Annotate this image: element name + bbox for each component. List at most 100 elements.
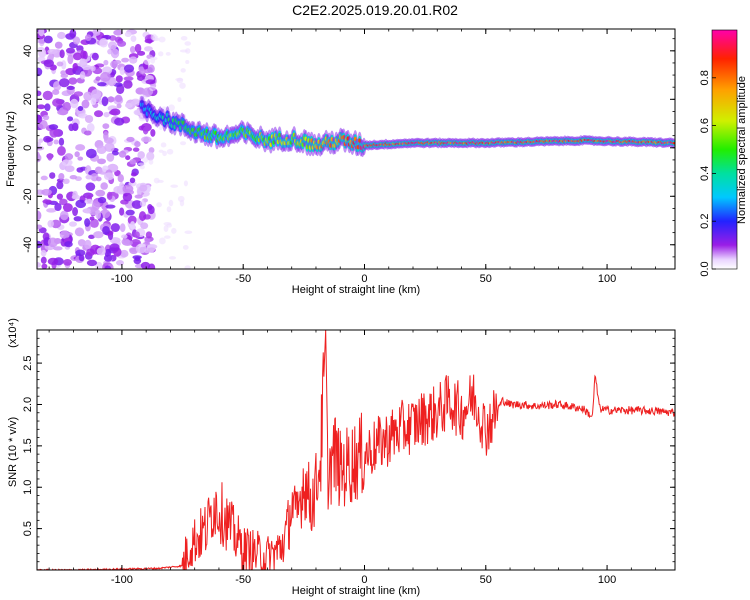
noise-blob [122, 192, 133, 202]
noise-blob [140, 261, 151, 269]
noise-blob [163, 225, 169, 233]
x-tick-label: 100 [598, 574, 616, 586]
x-tick-label: -100 [111, 574, 133, 586]
noise-blob [108, 41, 117, 50]
noise-blob [104, 265, 112, 269]
noise-blob [179, 82, 186, 89]
noise-blob [138, 211, 147, 221]
colorbar-tick-label: 0.2 [699, 214, 711, 229]
noise-blob [47, 153, 53, 161]
noise-blob [76, 167, 84, 173]
noise-blob [76, 45, 84, 52]
spectrogram-x-axis-label: Height of straight line (km) [292, 284, 420, 296]
noise-blob [138, 243, 146, 248]
noise-blob [125, 155, 131, 161]
noise-blob [109, 243, 120, 252]
noise-blob [179, 199, 185, 207]
noise-blob [142, 126, 149, 135]
noise-blob [179, 49, 188, 53]
noise-blob [40, 256, 47, 264]
noise-blob [48, 124, 59, 130]
noise-blob [105, 204, 116, 209]
noise-blob [59, 49, 65, 59]
y-tick-label: -40 [22, 237, 34, 253]
snr-panel: -100 -50 0 50 100 0.5 1.0 1.5 2.0 2.5 Height of … [7, 318, 676, 597]
spectrogram-frame [36, 28, 676, 270]
noise-blob [59, 198, 68, 206]
noise-blob [138, 68, 147, 75]
noise-blob [62, 203, 73, 212]
noise-blob [119, 207, 125, 216]
noise-blob [116, 103, 122, 109]
noise-blob [43, 35, 53, 44]
noise-blob [129, 158, 137, 165]
noise-blob [74, 227, 85, 237]
colorbar-ticks: 0.0 0.2 0.4 0.6 0.8 [699, 70, 716, 277]
noise-blob [78, 254, 85, 262]
noise-blob [37, 104, 46, 110]
noise-blob [168, 199, 174, 207]
noise-blob [56, 181, 64, 190]
noise-blob [84, 218, 91, 227]
noise-blob [38, 39, 46, 44]
noise-blob [137, 162, 146, 166]
noise-blob [104, 137, 114, 144]
x-tick-label: 0 [361, 574, 367, 586]
noise-blob [130, 35, 137, 43]
noise-blob [37, 141, 41, 147]
noise-blob [129, 177, 136, 184]
noise-blob [149, 86, 156, 92]
noise-blob [144, 237, 151, 244]
noise-blob [70, 98, 79, 109]
noise-blob [72, 63, 78, 71]
noise-blob [74, 151, 80, 158]
noise-blob [57, 31, 66, 40]
noise-blob [86, 259, 98, 267]
noise-blob [140, 222, 149, 230]
noise-blob [117, 40, 127, 47]
noise-blob [37, 114, 43, 124]
snr-y-multiplier: (x10⁴) [7, 318, 19, 348]
noise-blob [66, 85, 75, 90]
noise-blob [95, 189, 106, 197]
noise-blob [44, 103, 51, 112]
noise-blob [113, 29, 123, 36]
noise-blob [118, 150, 127, 158]
noise-blob [37, 224, 43, 230]
noise-blob [134, 194, 143, 199]
noise-blob [110, 223, 121, 233]
y-tick-label: 40 [22, 45, 34, 57]
noise-blob [47, 237, 59, 248]
noise-blob [168, 104, 175, 112]
noise-blob [42, 90, 53, 101]
colorbar-tick-label: 0.6 [699, 118, 711, 133]
snr-y-ticks: 0.5 1.0 1.5 2.0 2.5 [22, 337, 675, 563]
y-tick-label: 1.5 [22, 438, 34, 453]
y-tick-label: 0.5 [22, 521, 34, 536]
noise-blob [119, 66, 126, 76]
noise-blob [117, 174, 124, 183]
noise-blob [170, 184, 179, 188]
noise-blob [42, 199, 53, 204]
noise-blob [116, 260, 124, 266]
noise-blob [165, 51, 171, 56]
noise-blob [72, 36, 81, 45]
snr-x-axis-label: Height of straight line (km) [292, 585, 420, 597]
noise-blob [85, 182, 96, 191]
y-tick-label: -20 [22, 188, 34, 204]
y-tick-label: 1.0 [22, 480, 34, 495]
noise-blob [86, 123, 95, 133]
noise-blob [121, 234, 128, 239]
noise-blob [106, 191, 113, 200]
snr-series-line [37, 330, 675, 570]
noise-blob [123, 79, 133, 89]
ridge-core [672, 141, 675, 145]
noise-blob [166, 206, 172, 213]
noise-blob [90, 65, 96, 72]
noise-blob [46, 208, 57, 213]
noise-blob [88, 234, 95, 240]
noise-blob [160, 142, 167, 148]
noise-blob [95, 176, 102, 182]
noise-blob [176, 77, 184, 84]
